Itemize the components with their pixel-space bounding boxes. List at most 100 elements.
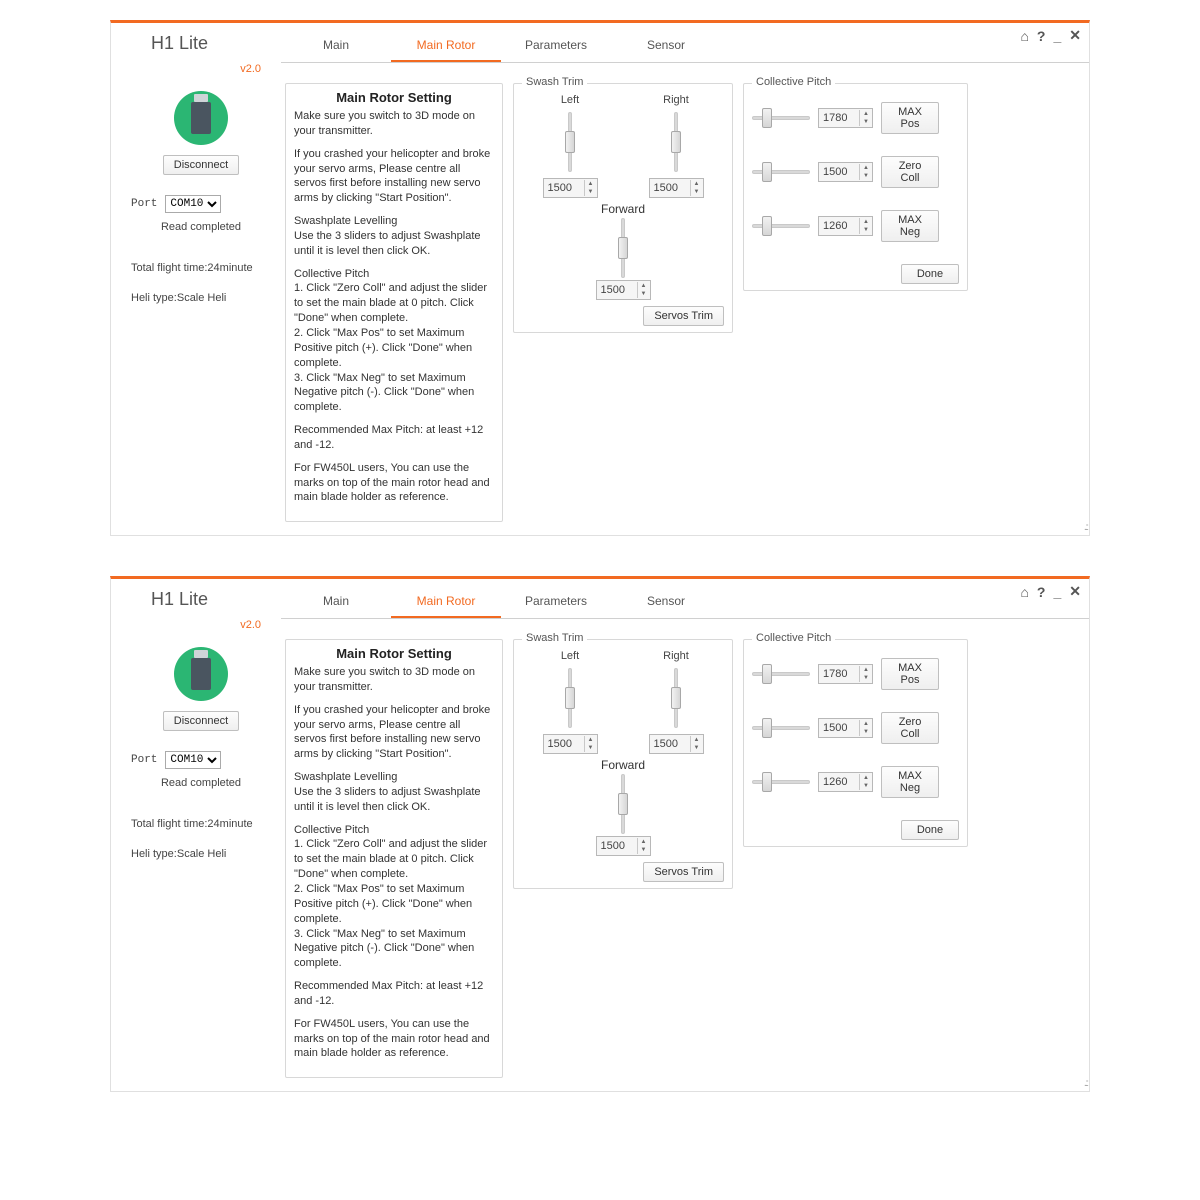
spin-up-icon[interactable]: ▲: [585, 736, 597, 744]
swash-right-value[interactable]: [650, 179, 690, 197]
max-pos-slider[interactable]: [752, 663, 810, 685]
spin-up-icon[interactable]: ▲: [860, 774, 872, 782]
max-neg-button[interactable]: MAX Neg: [881, 766, 939, 798]
swash-forward-value[interactable]: [597, 281, 637, 299]
max-neg-spinner[interactable]: ▲▼: [818, 216, 873, 236]
zero-coll-spinner[interactable]: ▲▼: [818, 718, 873, 738]
max-pos-button[interactable]: MAX Pos: [881, 658, 939, 690]
spin-down-icon[interactable]: ▼: [638, 846, 650, 854]
swash-left-slider[interactable]: [559, 668, 581, 728]
port-label: Port: [131, 754, 157, 766]
zero-coll-value[interactable]: [819, 163, 859, 181]
tab-sensor[interactable]: Sensor: [611, 30, 721, 62]
spin-up-icon[interactable]: ▲: [585, 180, 597, 188]
home-icon[interactable]: ⌂: [1020, 584, 1028, 600]
app-window: ⌂ ? _ ✕ H1 Lite Main Main Rotor Paramete…: [110, 576, 1090, 1092]
spin-down-icon[interactable]: ▼: [860, 226, 872, 234]
spin-up-icon[interactable]: ▲: [638, 282, 650, 290]
minimize-icon[interactable]: _: [1053, 584, 1061, 600]
done-button[interactable]: Done: [901, 264, 959, 284]
swash-forward-slider[interactable]: [612, 218, 634, 278]
spin-down-icon[interactable]: ▼: [585, 744, 597, 752]
swash-left-value[interactable]: [544, 735, 584, 753]
close-icon[interactable]: ✕: [1069, 27, 1081, 44]
spin-up-icon[interactable]: ▲: [860, 110, 872, 118]
swash-left-slider[interactable]: [559, 112, 581, 172]
max-neg-button[interactable]: MAX Neg: [881, 210, 939, 242]
home-icon[interactable]: ⌂: [1020, 28, 1028, 44]
spin-down-icon[interactable]: ▼: [860, 674, 872, 682]
spin-up-icon[interactable]: ▲: [638, 838, 650, 846]
tab-main[interactable]: Main: [281, 586, 391, 618]
servos-trim-button[interactable]: Servos Trim: [643, 306, 724, 326]
swash-forward-spinner[interactable]: ▲▼: [596, 280, 651, 300]
port-select[interactable]: COM10: [165, 195, 221, 213]
spin-up-icon[interactable]: ▲: [860, 164, 872, 172]
swash-right-slider[interactable]: [665, 112, 687, 172]
max-pos-slider[interactable]: [752, 107, 810, 129]
spin-down-icon[interactable]: ▼: [860, 118, 872, 126]
tab-main-rotor[interactable]: Main Rotor: [391, 586, 501, 618]
titlebar: H1 Lite Main Main Rotor Parameters Senso…: [111, 23, 1089, 63]
max-neg-slider[interactable]: [752, 215, 810, 237]
zero-coll-spinner[interactable]: ▲▼: [818, 162, 873, 182]
tab-sensor[interactable]: Sensor: [611, 586, 721, 618]
zero-coll-slider[interactable]: [752, 161, 810, 183]
max-pos-button[interactable]: MAX Pos: [881, 102, 939, 134]
tab-main[interactable]: Main: [281, 30, 391, 62]
servos-trim-button[interactable]: Servos Trim: [643, 862, 724, 882]
swash-right-spinner[interactable]: ▲▼: [649, 178, 704, 198]
max-pos-value[interactable]: [819, 665, 859, 683]
spin-down-icon[interactable]: ▼: [638, 290, 650, 298]
max-pos-spinner[interactable]: ▲▼: [818, 108, 873, 128]
tab-parameters[interactable]: Parameters: [501, 586, 611, 618]
collective-legend: Collective Pitch: [752, 76, 835, 88]
spin-down-icon[interactable]: ▼: [860, 728, 872, 736]
swash-left-spinner[interactable]: ▲▼: [543, 734, 598, 754]
port-select[interactable]: COM10: [165, 751, 221, 769]
max-pos-spinner[interactable]: ▲▼: [818, 664, 873, 684]
resize-grip-icon[interactable]: ..::: [1084, 522, 1087, 533]
help-icon[interactable]: ?: [1037, 28, 1046, 44]
spin-down-icon[interactable]: ▼: [585, 188, 597, 196]
spin-down-icon[interactable]: ▼: [691, 744, 703, 752]
zero-coll-slider[interactable]: [752, 717, 810, 739]
swash-right-slider[interactable]: [665, 668, 687, 728]
zero-coll-value[interactable]: [819, 719, 859, 737]
spin-up-icon[interactable]: ▲: [691, 736, 703, 744]
spin-up-icon[interactable]: ▲: [860, 218, 872, 226]
swash-right-value[interactable]: [650, 735, 690, 753]
disconnect-button[interactable]: Disconnect: [163, 711, 239, 731]
zero-coll-button[interactable]: Zero Coll: [881, 156, 939, 188]
spin-down-icon[interactable]: ▼: [860, 782, 872, 790]
swash-right-spinner[interactable]: ▲▼: [649, 734, 704, 754]
disconnect-button[interactable]: Disconnect: [163, 155, 239, 175]
collective-legend: Collective Pitch: [752, 632, 835, 644]
tab-main-rotor[interactable]: Main Rotor: [391, 30, 501, 62]
help-icon[interactable]: ?: [1037, 584, 1046, 600]
spin-up-icon[interactable]: ▲: [860, 666, 872, 674]
swash-forward-value[interactable]: [597, 837, 637, 855]
max-neg-slider[interactable]: [752, 771, 810, 793]
spin-up-icon[interactable]: ▲: [691, 180, 703, 188]
close-icon[interactable]: ✕: [1069, 583, 1081, 600]
max-neg-value[interactable]: [819, 773, 859, 791]
swash-left-spinner[interactable]: ▲▼: [543, 178, 598, 198]
minimize-icon[interactable]: _: [1053, 28, 1061, 44]
spin-down-icon[interactable]: ▼: [860, 172, 872, 180]
swash-legend: Swash Trim: [522, 632, 587, 644]
swash-forward-spinner[interactable]: ▲▼: [596, 836, 651, 856]
done-button[interactable]: Done: [901, 820, 959, 840]
resize-grip-icon[interactable]: ..::: [1084, 1078, 1087, 1089]
swash-forward-slider[interactable]: [612, 774, 634, 834]
max-neg-value[interactable]: [819, 217, 859, 235]
max-neg-spinner[interactable]: ▲▼: [818, 772, 873, 792]
zero-coll-button[interactable]: Zero Coll: [881, 712, 939, 744]
spin-down-icon[interactable]: ▼: [691, 188, 703, 196]
max-pos-value[interactable]: [819, 109, 859, 127]
swash-trim-panel: Swash Trim Left ▲▼ Right: [513, 639, 733, 889]
swash-left-value[interactable]: [544, 179, 584, 197]
spin-up-icon[interactable]: ▲: [860, 720, 872, 728]
titlebar: H1 Lite Main Main Rotor Parameters Senso…: [111, 579, 1089, 619]
tab-parameters[interactable]: Parameters: [501, 30, 611, 62]
